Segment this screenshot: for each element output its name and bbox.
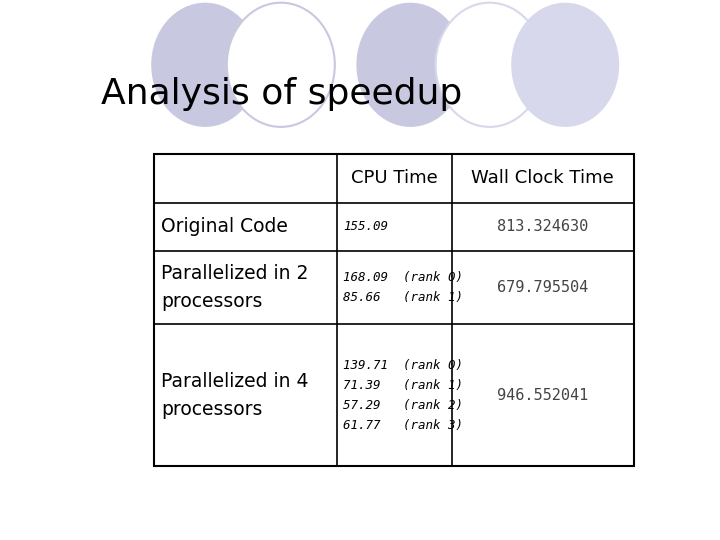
Text: Analysis of speedup: Analysis of speedup [101,77,462,111]
Text: 139.71  (rank 0)
71.39   (rank 1)
57.29   (rank 2)
61.77   (rank 3): 139.71 (rank 0) 71.39 (rank 1) 57.29 (ra… [343,359,463,431]
Text: Wall Clock Time: Wall Clock Time [472,170,614,187]
Text: 813.324630: 813.324630 [498,219,588,234]
Text: 155.09: 155.09 [343,220,388,233]
Text: 946.552041: 946.552041 [498,388,588,403]
Text: Original Code: Original Code [161,217,288,236]
Text: 679.795504: 679.795504 [498,280,588,295]
Text: Parallelized in 2
processors: Parallelized in 2 processors [161,264,308,311]
Text: CPU Time: CPU Time [351,170,438,187]
Text: 168.09  (rank 0)
85.66   (rank 1): 168.09 (rank 0) 85.66 (rank 1) [343,271,463,304]
Text: Parallelized in 4
processors: Parallelized in 4 processors [161,372,308,418]
